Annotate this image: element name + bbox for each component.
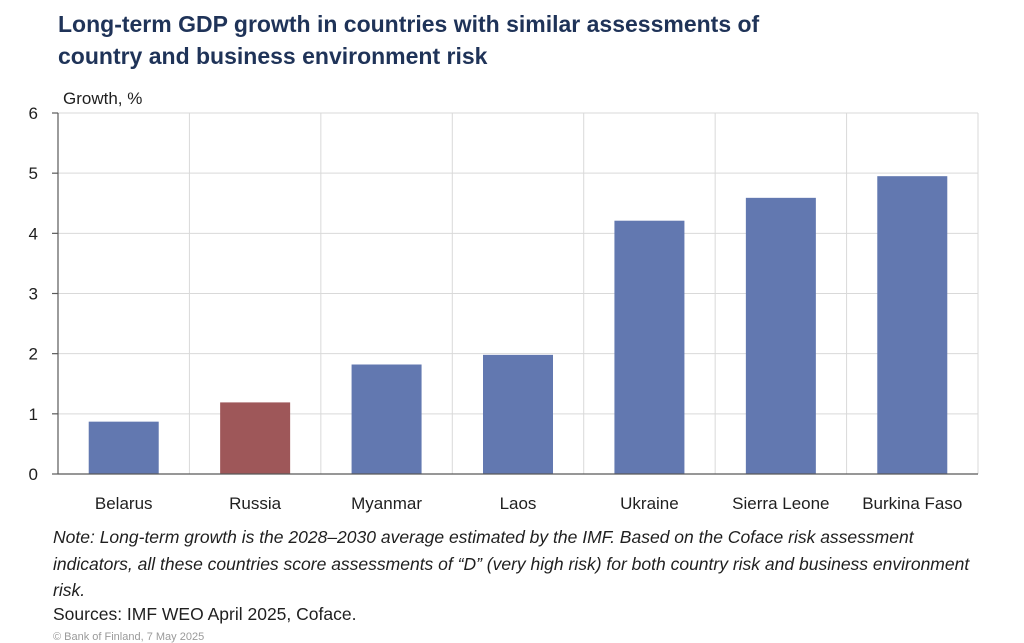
y-axis-label: Growth, %: [63, 89, 143, 108]
axis-layer: [52, 112, 978, 475]
bar-layer: [88, 176, 948, 475]
chart-note: Note: Long-term growth is the 2028–2030 …: [53, 527, 970, 600]
x-tick-label: Myanmar: [351, 494, 422, 513]
y-tick-label: 4: [29, 224, 38, 243]
x-tick-label: Burkina Faso: [862, 494, 962, 513]
bar-burkina-faso: [877, 176, 948, 475]
x-tick-label: Ukraine: [620, 494, 679, 513]
bar-chart: 0 1 2 3 4 5 6 Belarus Russia Myanmar Laos Ukraine Si…: [29, 104, 979, 513]
x-tick-label: Belarus: [95, 494, 153, 513]
bar-myanmar: [351, 364, 422, 474]
bar-russia: [220, 402, 291, 474]
y-tick-label: 2: [29, 345, 38, 364]
x-tick-label: Laos: [500, 494, 537, 513]
chart-sources: Sources: IMF WEO April 2025, Coface.: [53, 604, 357, 624]
chart-title-line-2: country and business environment risk: [58, 43, 488, 69]
chart-title: Long-term GDP growth in countries with s…: [58, 8, 958, 72]
y-tick-label: 3: [29, 285, 38, 304]
y-tick-label: 6: [29, 104, 38, 123]
bar-ukraine: [614, 220, 685, 474]
y-tick-label: 1: [29, 405, 38, 424]
bar-belarus: [88, 421, 159, 474]
x-tick-label: Russia: [229, 494, 282, 513]
y-tick-label: 5: [29, 164, 38, 183]
bar-sierra-leone: [745, 197, 816, 474]
label-layer: 0 1 2 3 4 5 6 Belarus Russia Myanmar Laos Ukraine Si…: [29, 104, 963, 513]
grid-layer: [58, 112, 979, 474]
copyright: © Bank of Finland, 7 May 2025: [53, 631, 205, 643]
chart-title-line-1: Long-term GDP growth in countries with s…: [58, 11, 760, 37]
y-tick-label: 0: [29, 465, 38, 484]
bar-laos: [483, 354, 553, 474]
x-tick-label: Sierra Leone: [732, 494, 829, 513]
